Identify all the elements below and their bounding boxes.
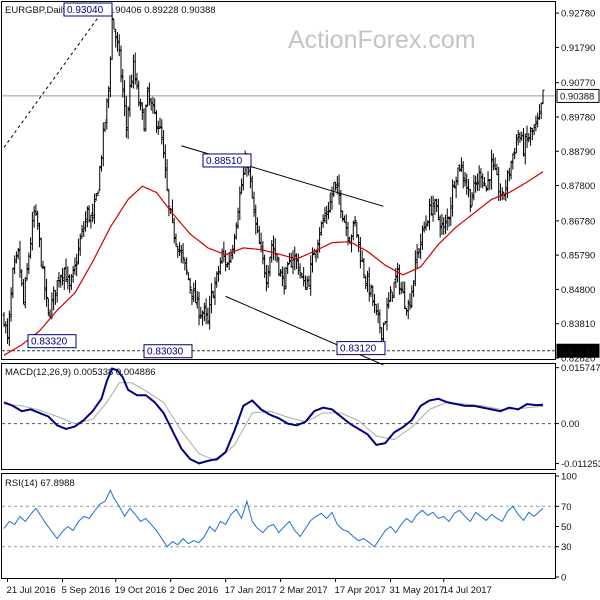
rsi-ytick-label: 0 — [561, 573, 566, 584]
rsi-ytick-label: 100 — [561, 472, 577, 483]
x-tick-label: 14 Jul 2017 — [443, 585, 492, 596]
price-ytick-label: 0.91790 — [561, 43, 595, 54]
swing-apr-label-box — [336, 341, 386, 356]
price-panel-frame — [1, 1, 556, 360]
swing-dec-label-text: 0.88510 — [206, 156, 243, 167]
price-ytick-label: 0.82820 — [561, 354, 595, 365]
macd-header: MACD(12,26,9) 0.005338 0.004886 — [5, 367, 156, 378]
price-ytick-label: 0.83810 — [561, 319, 595, 330]
moving-average-line — [3, 171, 544, 356]
x-tick-label: 19 Oct 2016 — [115, 585, 167, 596]
rsi-layer — [2, 488, 555, 548]
x-tick-label: 2 Mar 2017 — [280, 585, 328, 596]
price-ytick-label: 0.90770 — [561, 78, 595, 89]
macd-layer — [2, 367, 555, 465]
rsi-line — [3, 488, 544, 548]
rsi-header: RSI(14) 67.8988 — [5, 478, 75, 489]
macd-ytick-label: 0.015747 — [561, 363, 600, 374]
rsi-panel-frame — [1, 473, 556, 579]
x-tick-label: 2 Dec 2016 — [170, 585, 219, 596]
dashed-trendline — [3, 5, 108, 148]
swing-apr-label-text: 0.83120 — [340, 344, 377, 355]
swing-jul-label-text: 0.83320 — [31, 337, 68, 348]
swing-low-label-text: 0.83030 — [147, 347, 184, 358]
price-ytick-label: 0.86780 — [561, 216, 595, 227]
swing-dec-label-box — [202, 153, 252, 168]
x-tick-label: 31 May 2017 — [390, 585, 445, 596]
macd-panel-frame — [1, 363, 556, 470]
macd-line — [3, 367, 544, 465]
price-ytick-label: 0.88790 — [561, 147, 595, 158]
support-price-tag-text: 0.83030 — [560, 346, 594, 357]
current-price-tag-text: 0.90388 — [560, 91, 594, 102]
x-tick-label: 5 Sep 2016 — [62, 585, 111, 596]
current-price-tag — [556, 88, 600, 103]
swing-jul-label-box — [27, 334, 77, 349]
price-ytick-label: 0.92780 — [561, 9, 595, 20]
price-ytick-label: 0.87800 — [561, 181, 595, 192]
x-tick-label: 17 Apr 2017 — [335, 585, 386, 596]
swing-high-label-text: 0.93040 — [67, 5, 104, 16]
axis-layer: 0.92780 0.91790 0.90770 0.89780 0.88790 0.878… — [7, 9, 600, 596]
swing-high-label-box — [63, 2, 113, 17]
price-ytick-label: 0.85790 — [561, 251, 595, 262]
swing-low-label-box — [143, 344, 193, 359]
watermark: ActionForex.com — [288, 26, 476, 54]
rsi-ytick-label: 70 — [561, 502, 572, 513]
rsi-ytick-label: 50 — [561, 522, 572, 533]
price-ytick-label: 0.84800 — [561, 285, 595, 296]
macd-ytick-label: 0.00 — [561, 419, 580, 430]
price-ytick-label: 0.89780 — [561, 112, 595, 123]
support-price-tag — [556, 343, 600, 358]
x-tick-label: 21 Jul 2016 — [7, 585, 56, 596]
rsi-ytick-label: 30 — [561, 542, 572, 553]
label-layer: 0.93040 0.88510 0.83320 0.83030 0.83120 0.903… — [27, 2, 600, 359]
x-tick-label: 17 Jan 2017 — [225, 585, 277, 596]
macd-ytick-label: -0.011253 — [561, 459, 600, 470]
